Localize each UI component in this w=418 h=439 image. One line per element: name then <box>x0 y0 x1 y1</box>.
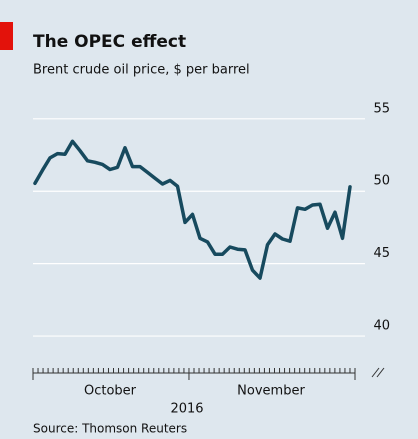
chart-title: The OPEC effect <box>33 32 186 52</box>
axis-break <box>371 367 385 378</box>
month-label: October <box>84 384 137 399</box>
price-line <box>33 139 352 280</box>
year-label: 2016 <box>170 402 203 417</box>
y-tick-label: 40 <box>373 319 390 334</box>
y-tick-label: 55 <box>373 101 390 116</box>
month-label: November <box>237 384 305 399</box>
y-tick-label: 50 <box>373 174 390 189</box>
y-tick-label: 45 <box>373 246 390 261</box>
brand-flag <box>0 22 13 50</box>
source: Source: Thomson Reuters <box>33 422 187 436</box>
chart-subtitle: Brent crude oil price, $ per barrel <box>33 63 250 78</box>
